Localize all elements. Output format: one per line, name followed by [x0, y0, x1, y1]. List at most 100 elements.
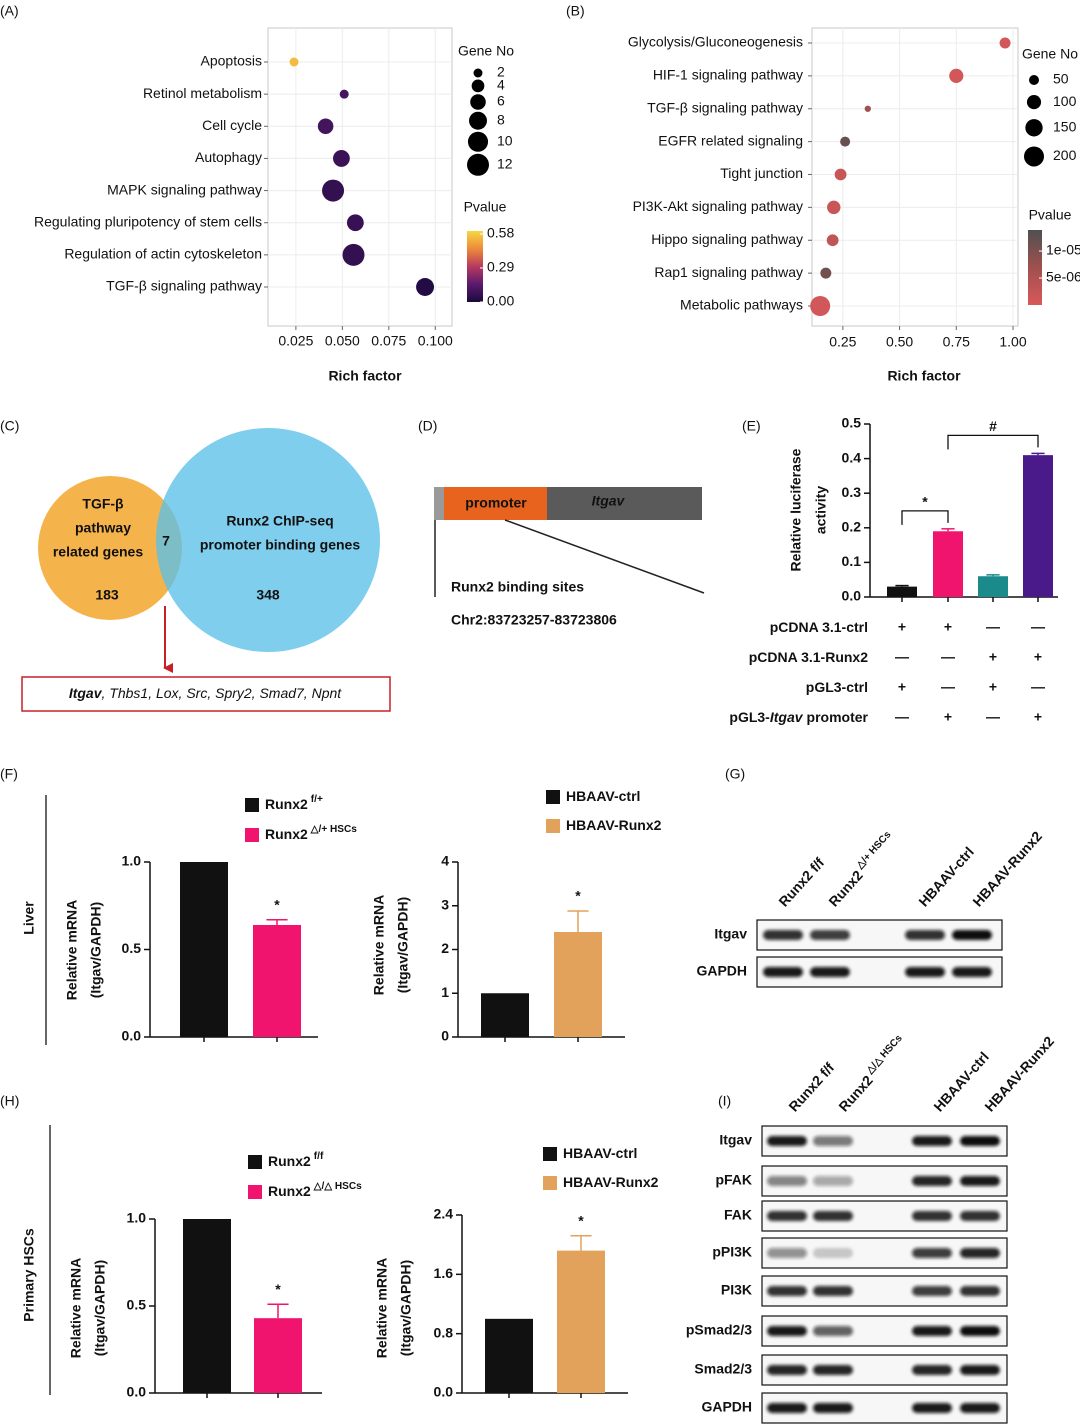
row-label: GAPDH: [701, 1399, 752, 1415]
y-axis-label: Relative mRNA: [68, 1258, 84, 1358]
coordinates: Chr2:83723257-83723806: [451, 612, 617, 628]
condition-text: pGL3-ctrl: [806, 679, 868, 695]
legend-label-main: HBAAV-ctrl: [566, 788, 640, 804]
band: [767, 1326, 807, 1336]
legend-label-sup: f/+: [311, 794, 323, 805]
band: [905, 930, 945, 940]
y-tick-label: 2: [441, 940, 449, 956]
band: [763, 930, 803, 940]
category-label: Autophagy: [195, 149, 262, 165]
y-tick-label: 1: [441, 984, 449, 1000]
significance: *: [275, 1281, 281, 1297]
band: [905, 967, 945, 977]
band: [813, 1176, 853, 1186]
y-tick-label: 0.5: [122, 940, 142, 956]
size-legend-label: 2: [497, 64, 505, 80]
legend-label-main: Runx2: [265, 826, 308, 842]
legend-label: HBAAV-Runx2: [563, 1174, 659, 1190]
row-label: GAPDH: [696, 963, 747, 979]
size-legend-dot: [1025, 119, 1043, 137]
legend-label-main: HBAAV-Runx2: [566, 817, 662, 833]
bar: [481, 993, 529, 1037]
band: [767, 1176, 807, 1186]
y-axis-label: Relative luciferase: [788, 448, 804, 571]
panel-label: (C): [0, 418, 19, 434]
band: [952, 967, 992, 977]
legend-label-main: HBAAV-Runx2: [563, 1174, 659, 1190]
band: [813, 1248, 853, 1258]
condition-label: pCDNA 3.1-Runx2: [749, 649, 868, 665]
lane-label: HBAAV-Runx2: [969, 828, 1045, 910]
y-axis-label: (Itgav/GAPDH): [92, 1260, 108, 1356]
significance: *: [274, 896, 280, 912]
legend-label: Runx2 f/f: [268, 1151, 324, 1169]
category-label: Glycolysis/Gluconeogenesis: [628, 34, 803, 50]
condition-text: pCDNA 3.1-Runx2: [749, 649, 868, 665]
band: [960, 1403, 1000, 1413]
band: [912, 1136, 952, 1146]
size-legend-dot: [473, 68, 483, 78]
band: [960, 1136, 1000, 1146]
size-legend-dot: [467, 153, 489, 176]
dot: [346, 214, 364, 232]
y-tick-label: 0.0: [127, 1384, 147, 1400]
legend-swatch: [543, 1176, 557, 1190]
dot: [820, 267, 832, 279]
dot: [317, 118, 334, 135]
venn-label: Runx2 ChIP-seq: [226, 513, 333, 529]
band: [912, 1248, 952, 1258]
bar: [254, 1318, 302, 1393]
panel-label: (A): [0, 3, 19, 19]
condition-text: promoter: [807, 709, 869, 725]
legend-swatch: [248, 1185, 262, 1199]
band: [767, 1211, 807, 1221]
lane-label-main: HBAAV-ctrl: [915, 843, 977, 909]
size-legend-dot: [469, 111, 487, 130]
row-label: PI3K: [721, 1282, 752, 1298]
promoter-label: promoter: [465, 495, 527, 511]
promoter-box: [444, 487, 547, 520]
legend-label-sup: △/△ HSCs: [313, 1181, 362, 1192]
lane-label: Runx2 f/f: [785, 1059, 837, 1114]
colorbar: [467, 231, 483, 302]
category-label: Regulating pluripotency of stem cells: [34, 213, 262, 229]
dot: [416, 278, 435, 296]
panel-label: (E): [742, 418, 761, 434]
size-legend-dot: [1029, 75, 1039, 85]
bracket: [901, 510, 949, 525]
category-label: MAPK signaling pathway: [107, 181, 262, 197]
legend-label-sup: △/+ HSCs: [310, 824, 358, 835]
condition-sign: —: [895, 709, 909, 725]
venn-label: pathway: [75, 520, 131, 536]
x-axis-label: Rich factor: [328, 368, 402, 384]
legend-label: Runx2 f/+: [265, 794, 323, 812]
lane-label: HBAAV-Runx2: [981, 1033, 1057, 1115]
band: [813, 1286, 853, 1296]
legend-swatch: [248, 1155, 262, 1169]
side-label: Primary HSCs: [21, 1228, 37, 1322]
category-label: EGFR related signaling: [658, 132, 803, 148]
bar: [1023, 455, 1053, 597]
legend-swatch: [245, 798, 259, 812]
band: [952, 930, 992, 940]
bar: [180, 862, 228, 1037]
size-legend-title: Gene No: [1022, 46, 1078, 62]
lane-label-main: HBAAV-Runx2: [981, 1033, 1057, 1115]
side-label: Liver: [21, 901, 37, 935]
band: [960, 1365, 1000, 1375]
condition-sign: —: [1031, 679, 1045, 695]
condition-sign: —: [941, 679, 955, 695]
gene-lead: Itgav: [69, 685, 103, 701]
bracket-label: *: [922, 494, 928, 510]
y-axis-label: Relative mRNA: [374, 1258, 390, 1358]
dot: [339, 89, 349, 99]
venn-count: 348: [256, 587, 280, 603]
gene-label: Itgav: [592, 493, 626, 509]
band: [960, 1176, 1000, 1186]
panel-label: (I): [718, 1093, 731, 1109]
band: [767, 1248, 807, 1258]
y-tick-label: 2.4: [434, 1206, 454, 1222]
lane-label-main: Runx2: [825, 867, 866, 910]
y-axis-label: (Itgav/GAPDH): [395, 897, 411, 993]
bar: [485, 1318, 533, 1393]
